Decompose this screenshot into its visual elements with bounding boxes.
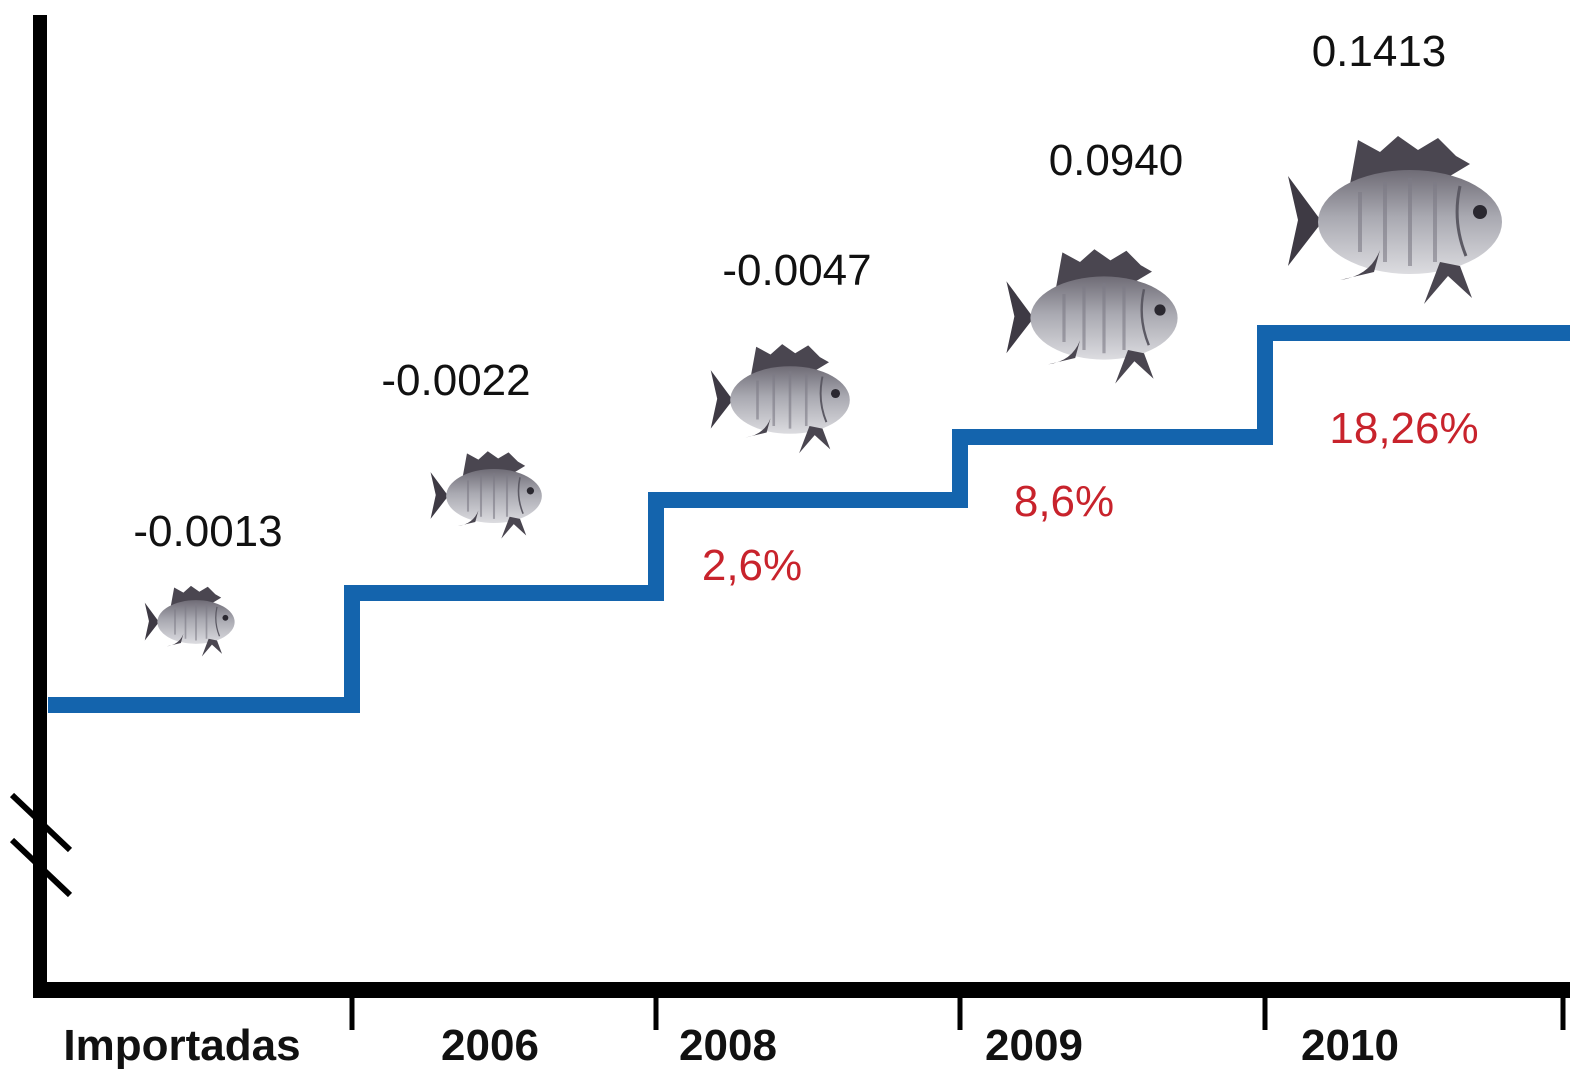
value-label: 0.0940	[1049, 136, 1184, 185]
gain-percent-label: 2,6%	[702, 541, 802, 590]
x-tick-label: 2006	[441, 1021, 539, 1070]
tilapia-fish-icon	[1286, 134, 1504, 306]
tilapia-fish-icon	[143, 585, 236, 658]
axis-break-mark	[9, 792, 73, 853]
x-tick-label: 2010	[1301, 1021, 1399, 1070]
gain-percent-label: 18,26%	[1329, 404, 1478, 453]
axis-break-mark	[9, 837, 73, 898]
value-label: -0.0047	[722, 246, 871, 295]
gain-percent-label: 8,6%	[1014, 477, 1114, 526]
x-tick-label: 2009	[985, 1021, 1083, 1070]
tilapia-fish-icon	[429, 450, 543, 540]
tilapia-fish-icon	[1004, 247, 1180, 386]
value-label: 0.1413	[1312, 27, 1447, 76]
tilapia-fish-icon	[709, 342, 852, 455]
value-label: -0.0022	[381, 356, 530, 405]
genetic-gain-step-line	[48, 325, 1570, 713]
x-tick-label: Importadas	[63, 1021, 300, 1070]
x-tick-label: 2008	[679, 1021, 777, 1070]
value-label: -0.0013	[133, 507, 282, 556]
